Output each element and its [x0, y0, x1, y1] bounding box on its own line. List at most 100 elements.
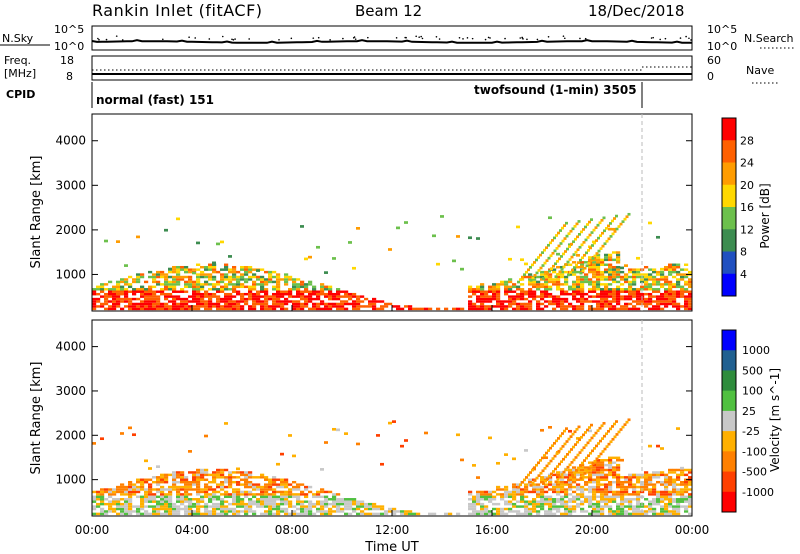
power-cell [232, 300, 237, 303]
power-cell [608, 263, 613, 266]
power-cell [560, 275, 565, 279]
power-cell [544, 290, 549, 293]
velocity-cell [252, 476, 257, 479]
power-cell [566, 247, 569, 251]
velocity-ytick-label: 4000 [55, 340, 86, 354]
power-cell [644, 300, 649, 303]
power-cell [236, 270, 241, 274]
velocity-cell [100, 493, 105, 496]
power-cell [508, 257, 512, 261]
power-cell [100, 305, 105, 308]
power-cell [564, 297, 569, 301]
power-cell [276, 278, 281, 281]
power-cell [672, 285, 677, 289]
velocity-cell [252, 495, 257, 499]
velocity-cell [592, 512, 597, 516]
nsky-dot [664, 37, 667, 40]
velocity-cell [564, 480, 569, 484]
velocity-cell [224, 485, 229, 489]
velocity-cell [644, 510, 649, 513]
velocity-cell [372, 512, 377, 516]
velocity-cell [536, 502, 541, 506]
power-cell [256, 283, 261, 286]
velocity-cell [256, 505, 261, 508]
power-cell [144, 300, 149, 303]
velocity-cell [608, 505, 613, 508]
power-cell [156, 280, 161, 284]
velocity-cell [548, 502, 553, 506]
velocity-cell [164, 473, 169, 477]
velocity-cell [607, 442, 611, 446]
power-cell [648, 302, 653, 306]
power-cell [468, 285, 473, 289]
velocity-cell [184, 512, 189, 516]
velocity-cell [480, 512, 485, 516]
power-cell [184, 290, 189, 293]
power-cell [352, 266, 356, 270]
velocity-cell [600, 473, 605, 477]
power-cell [336, 305, 341, 308]
power-cell [208, 275, 213, 279]
power-cell [184, 268, 189, 271]
power-cell [132, 307, 137, 311]
power-cell [512, 297, 517, 301]
velocity-colorbar-swatch [722, 390, 736, 412]
power-cell [484, 297, 489, 301]
velocity-cell [594, 431, 598, 435]
velocity-cell [484, 498, 489, 501]
power-cell [592, 258, 597, 262]
velocity-cell [571, 432, 575, 436]
power-cell [104, 288, 109, 291]
power-cell [520, 258, 524, 262]
power-cell [328, 290, 333, 293]
power-cell [196, 263, 201, 266]
power-cell [176, 275, 181, 279]
power-cell [660, 267, 664, 271]
power-cell [552, 295, 557, 298]
velocity-cell [316, 500, 321, 503]
velocity-cell [168, 498, 173, 501]
velocity-cell [308, 502, 313, 506]
power-cell [324, 292, 329, 296]
velocity-cell [592, 507, 597, 511]
nave-tick-bottom: 0 [707, 70, 714, 83]
velocity-cell [172, 478, 177, 481]
velocity-cell [172, 483, 177, 486]
power-cell [580, 265, 584, 269]
power-cell [531, 276, 535, 280]
velocity-cell [574, 456, 578, 459]
power-cell [192, 295, 197, 298]
velocity-cell [332, 498, 337, 501]
power-cell [500, 305, 505, 308]
velocity-cell [596, 505, 601, 508]
velocity-cell [615, 420, 618, 423]
velocity-cell [648, 478, 653, 481]
power-cell [572, 253, 576, 256]
velocity-cell [564, 455, 567, 459]
power-cell [496, 290, 501, 293]
power-cell [676, 290, 681, 293]
power-cell [188, 270, 193, 274]
velocity-cell [296, 512, 301, 516]
velocity-cell [551, 444, 554, 448]
power-cell [601, 231, 604, 235]
power-cell [636, 295, 641, 298]
power-cell [140, 285, 145, 289]
velocity-cell [684, 510, 689, 513]
velocity-cell [672, 507, 677, 511]
velocity-cell [424, 431, 428, 435]
velocity-cell [560, 476, 565, 479]
power-cell [656, 307, 661, 311]
power-cell [280, 278, 285, 281]
power-cell [592, 268, 597, 271]
velocity-cell [612, 512, 617, 516]
velocity-cell [532, 507, 537, 511]
power-cell [236, 290, 241, 293]
power-cell [284, 275, 289, 279]
velocity-cell [216, 502, 221, 506]
power-cell [140, 273, 145, 276]
power-cell [600, 218, 604, 222]
velocity-cell [292, 454, 296, 458]
